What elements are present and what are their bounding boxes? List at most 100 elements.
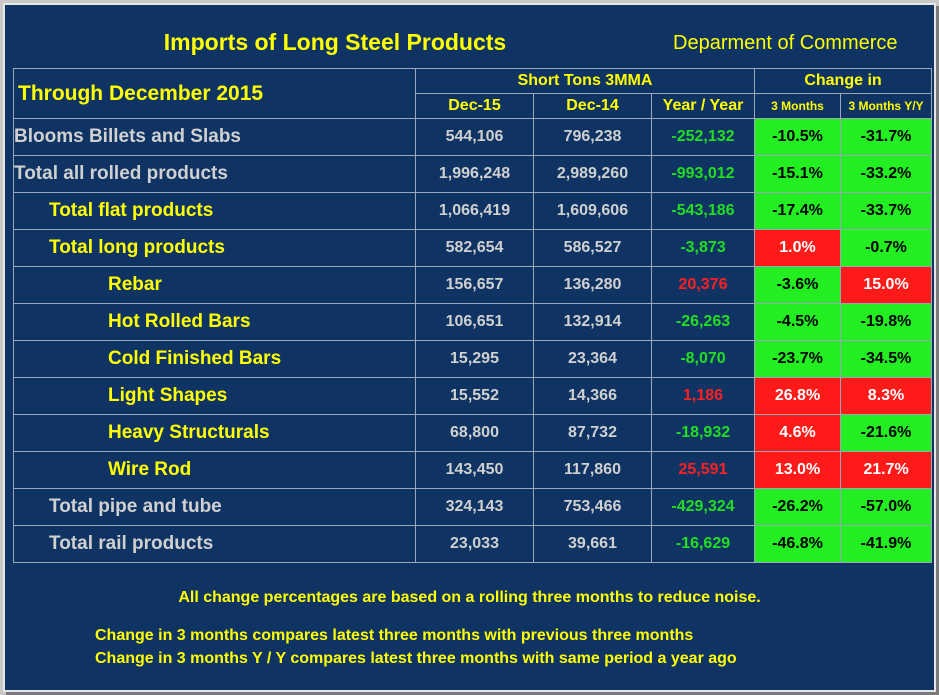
row-label: Total long products [13, 229, 416, 267]
change-3m-value: -15.1% [754, 155, 841, 193]
report-title: Imports of Long Steel Products [163, 29, 507, 55]
col-dec14-header: Dec-14 [533, 93, 652, 119]
change-3my-value: 21.7% [840, 451, 932, 489]
dec15-value: 544,106 [415, 118, 534, 156]
yoy-value: -3,873 [651, 229, 755, 267]
row-label: Total rail products [13, 525, 416, 563]
table-row: Hot Rolled Bars 106,651 132,914 -26,263 -4.5… [13, 303, 932, 341]
yoy-value: 1,186 [651, 377, 755, 415]
source-label: Deparment of Commerce [673, 32, 898, 54]
table-row: Total all rolled products 1,996,248 2,989,… [13, 155, 932, 193]
change-3my-value: -34.5% [840, 340, 932, 378]
col-dec15-header: Dec-15 [415, 93, 534, 119]
yoy-value: -543,186 [651, 192, 755, 230]
change-3m-value: -46.8% [754, 525, 841, 563]
dec15-value: 1,066,419 [415, 192, 534, 230]
change-3m-value: 4.6% [754, 414, 841, 452]
change-3m-value: -10.5% [754, 118, 841, 156]
change-3m-value: -26.2% [754, 488, 841, 526]
change-3m-value: 26.8% [754, 377, 841, 415]
dec14-value: 1,609,606 [533, 192, 652, 230]
change-3m-value: -23.7% [754, 340, 841, 378]
note-rolling: All change percentages are based on a ro… [178, 589, 761, 606]
yoy-value: -429,324 [651, 488, 755, 526]
dec15-value: 582,654 [415, 229, 534, 267]
yoy-value: -18,932 [651, 414, 755, 452]
table-row: Heavy Structurals 68,800 87,732 -18,932 4.6%… [13, 414, 932, 452]
dec15-value: 68,800 [415, 414, 534, 452]
imports-table: Through December 2015 Short Tons 3MMA Ch… [13, 68, 932, 563]
dec15-value: 23,033 [415, 525, 534, 563]
change-3my-value: -41.9% [840, 525, 932, 563]
row-label: Hot Rolled Bars [13, 303, 416, 341]
change-3my-value: -21.6% [840, 414, 932, 452]
dec14-value: 2,989,260 [533, 155, 652, 193]
row-label: Light Shapes [13, 377, 416, 415]
table-row: Blooms Billets and Slabs 544,106 796,238 -2… [13, 118, 932, 156]
dec15-value: 15,295 [415, 340, 534, 378]
dec15-value: 324,143 [415, 488, 534, 526]
yoy-value: -26,263 [651, 303, 755, 341]
dec14-value: 136,280 [533, 266, 652, 304]
row-label: Rebar [13, 266, 416, 304]
row-label: Wire Rod [13, 451, 416, 489]
report-panel: Imports of Long Steel Products Deparment… [3, 3, 936, 692]
header-row-2: Dec-15 Dec-14 Year / Year 3 Months 3 Mon… [14, 93, 932, 119]
table-row: Total pipe and tube 324,143 753,466 -429,32… [13, 488, 932, 526]
yoy-value: -16,629 [651, 525, 755, 563]
row-label: Blooms Billets and Slabs [13, 118, 416, 156]
dec15-value: 15,552 [415, 377, 534, 415]
table-row: Total rail products 23,033 39,661 -16,629 -4… [13, 525, 932, 563]
dec15-value: 156,657 [415, 266, 534, 304]
yoy-value: -993,012 [651, 155, 755, 193]
change-3my-value: -31.7% [840, 118, 932, 156]
change-3m-value: -4.5% [754, 303, 841, 341]
change-3m-value: 1.0% [754, 229, 841, 267]
note-3months-yy: Change in 3 months Y / Y compares latest… [95, 650, 737, 667]
group-change-header: Change in [754, 68, 932, 94]
table-row: Total flat products 1,066,419 1,609,606 -54… [13, 192, 932, 230]
change-3m-value: -3.6% [754, 266, 841, 304]
dec14-value: 586,527 [533, 229, 652, 267]
dec14-value: 753,466 [533, 488, 652, 526]
change-3my-value: -33.2% [840, 155, 932, 193]
change-3my-value: 8.3% [840, 377, 932, 415]
col-3m-header: 3 Months [754, 93, 841, 119]
group-tons-header: Short Tons 3MMA [415, 68, 755, 94]
table-row: Wire Rod 143,450 117,860 25,591 13.0% 21.7% [13, 451, 932, 489]
yoy-value: -8,070 [651, 340, 755, 378]
dec15-value: 1,996,248 [415, 155, 534, 193]
change-3my-value: -0.7% [840, 229, 932, 267]
dec14-value: 87,732 [533, 414, 652, 452]
yoy-value: 25,591 [651, 451, 755, 489]
table-row: Rebar 156,657 136,280 20,376 -3.6% 15.0% [13, 266, 932, 304]
col-yoy-header: Year / Year [651, 93, 755, 119]
dec14-value: 23,364 [533, 340, 652, 378]
change-3my-value: 15.0% [840, 266, 932, 304]
dec14-value: 39,661 [533, 525, 652, 563]
yoy-value: 20,376 [651, 266, 755, 304]
row-label: Total pipe and tube [13, 488, 416, 526]
table-row: Cold Finished Bars 15,295 23,364 -8,070 -23.… [13, 340, 932, 378]
change-3my-value: -19.8% [840, 303, 932, 341]
change-3m-value: 13.0% [754, 451, 841, 489]
note-3months: Change in 3 months compares latest three… [95, 627, 694, 644]
period-label: Through December 2015 [13, 68, 416, 119]
change-3m-value: -17.4% [754, 192, 841, 230]
col-3my-header: 3 Months Y/Y [840, 93, 932, 119]
table-row: Total long products 582,654 586,527 -3,873 1… [13, 229, 932, 267]
dec14-value: 117,860 [533, 451, 652, 489]
dec14-value: 132,914 [533, 303, 652, 341]
dec14-value: 796,238 [533, 118, 652, 156]
row-label: Total flat products [13, 192, 416, 230]
dec14-value: 14,366 [533, 377, 652, 415]
dec15-value: 143,450 [415, 451, 534, 489]
header-row-1: Through December 2015 Short Tons 3MMA Ch… [13, 68, 932, 119]
change-3my-value: -33.7% [840, 192, 932, 230]
dec15-value: 106,651 [415, 303, 534, 341]
table-row: Light Shapes 15,552 14,366 1,186 26.8% 8.3% [13, 377, 932, 415]
change-3my-value: -57.0% [840, 488, 932, 526]
row-label: Total all rolled products [13, 155, 416, 193]
yoy-value: -252,132 [651, 118, 755, 156]
row-label: Cold Finished Bars [13, 340, 416, 378]
